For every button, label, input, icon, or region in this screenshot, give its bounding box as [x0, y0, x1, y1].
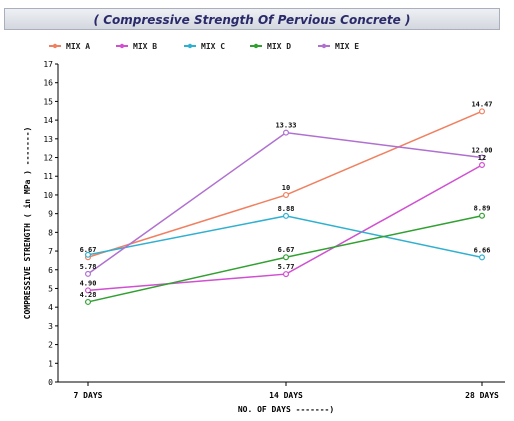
data-point-mix-e: [283, 129, 290, 136]
data-label-mix-e: 13.33: [275, 122, 296, 130]
legend-label: MIX E: [335, 42, 359, 51]
series-mix-e: [84, 129, 486, 277]
legend-marker: [253, 43, 259, 49]
y-tick-label: 3: [48, 322, 53, 331]
data-label-mix-c: 6.66: [474, 246, 491, 254]
data-point-mix-c: [479, 254, 486, 261]
y-tick-label: 11: [43, 172, 53, 181]
legend-item-mix-c: MIX C: [184, 42, 225, 51]
legend-item-mix-d: MIX D: [250, 42, 291, 51]
data-point-mix-b: [283, 271, 290, 278]
data-point-mix-a: [283, 191, 290, 198]
data-label-mix-a: 14.47: [471, 100, 492, 108]
data-label-mix-e: 5.78: [80, 263, 97, 271]
legend-marker: [187, 43, 193, 49]
y-tick-label: 1: [48, 359, 53, 368]
data-label-mix-d: 8.89: [474, 205, 491, 213]
legend-label: MIX B: [133, 42, 157, 51]
data-label-mix-c: 8.88: [278, 205, 295, 213]
data-label-mix-a: 10: [282, 184, 290, 192]
y-tick-label: 7: [48, 247, 53, 256]
x-tick-label: 14 DAYS: [269, 391, 303, 400]
data-point-mix-d: [479, 212, 486, 219]
x-tick-label: 7 DAYS: [74, 391, 103, 400]
data-label-mix-e: 12.00: [471, 147, 492, 155]
data-label-mix-d: 4.28: [80, 291, 97, 299]
data-point-mix-c: [84, 251, 91, 258]
data-label-mix-a: 6.67: [80, 246, 97, 254]
data-point-mix-d: [283, 254, 290, 261]
series-mix-a: [84, 108, 486, 261]
legend-item-mix-a: MIX A: [49, 42, 90, 51]
y-tick-label: 16: [43, 79, 53, 88]
y-tick-label: 4: [48, 303, 53, 312]
y-tick-label: 0: [48, 378, 53, 387]
data-point-mix-b: [479, 162, 486, 169]
series-mix-b: [84, 162, 486, 294]
legend-item-mix-b: MIX B: [116, 42, 157, 51]
chart-title: ( Compressive Strength Of Pervious Concr…: [93, 13, 411, 27]
series-layer: [84, 108, 486, 305]
legend-item-mix-e: MIX E: [318, 42, 359, 51]
y-tick-label: 8: [48, 228, 53, 237]
data-labels: 6.67 10 14.47 4.90 5.77 12 8.88 6.66 4.28 6.67 8.8…: [80, 100, 493, 299]
legend-label: MIX D: [267, 42, 291, 51]
data-label-mix-d: 6.67: [278, 246, 295, 254]
data-point-mix-b: [84, 287, 91, 294]
legend: MIX A MIX B MIX C MIX D MIX E: [49, 42, 359, 51]
data-point-mix-e: [479, 154, 486, 161]
legend-label: MIX C: [201, 42, 225, 51]
series-mix-c: [84, 212, 486, 261]
y-tick-label: 6: [48, 266, 53, 275]
y-tick-label: 14: [43, 116, 53, 125]
y-tick-label: 13: [43, 135, 53, 144]
chart-title-bar: ( Compressive Strength Of Pervious Concr…: [4, 8, 500, 30]
data-label-mix-b: 12: [478, 154, 486, 162]
y-tick-label: 10: [43, 191, 53, 200]
data-label-mix-b: 4.90: [80, 279, 97, 287]
legend-marker: [119, 43, 125, 49]
y-axis-title: COMPRESSIVE STRENGTH ( in MPa ) -------): [22, 127, 32, 320]
x-tick-label: 28 DAYS: [465, 391, 499, 400]
data-point-mix-e: [84, 270, 91, 277]
data-label-mix-b: 5.77: [278, 263, 295, 271]
x-axis-title: NO. OF DAYS -------): [238, 405, 334, 414]
y-tick-label: 17: [43, 60, 53, 69]
y-tick-label: 12: [43, 154, 53, 163]
y-tick-label: 9: [48, 210, 53, 219]
y-tick-label: 15: [43, 97, 53, 106]
y-tick-label: 5: [48, 284, 53, 293]
y-tick-label: 2: [48, 341, 53, 350]
data-point-mix-c: [283, 212, 290, 219]
data-point-mix-a: [479, 108, 486, 115]
legend-label: MIX A: [66, 42, 90, 51]
legend-marker: [52, 43, 58, 49]
data-point-mix-d: [84, 298, 91, 305]
legend-marker: [321, 43, 327, 49]
series-mix-d: [84, 212, 486, 305]
